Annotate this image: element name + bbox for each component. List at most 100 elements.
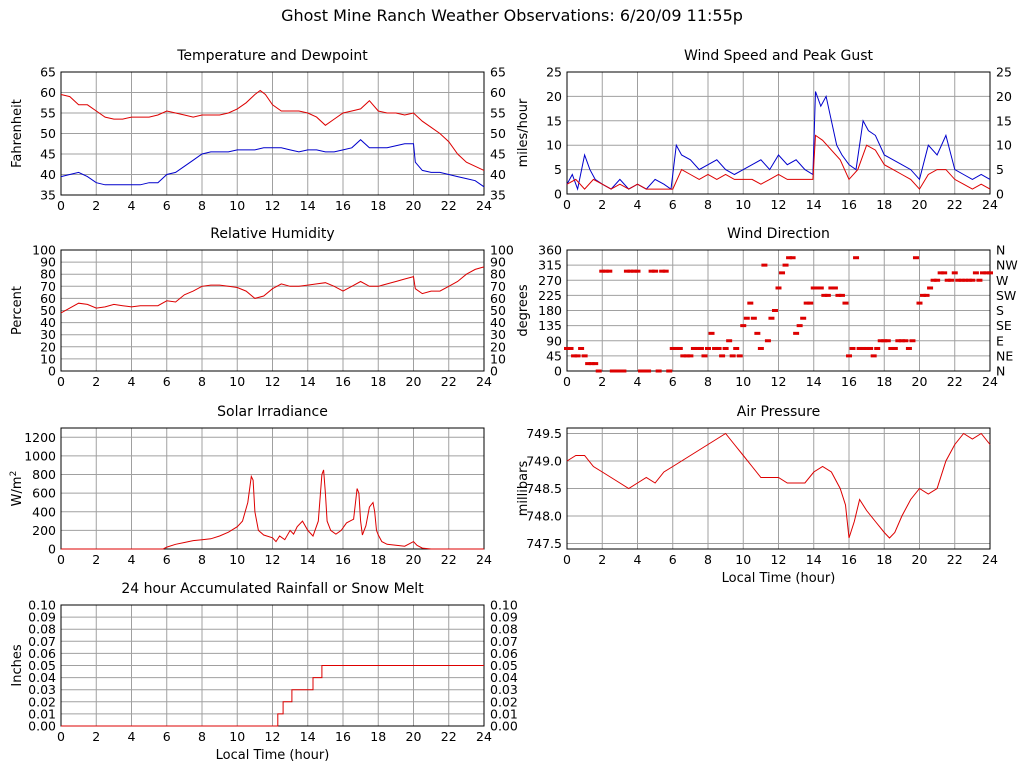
data-point bbox=[863, 346, 870, 350]
data-point bbox=[757, 346, 764, 350]
x-tick-label: 18 bbox=[370, 729, 386, 744]
y-tick-label: 20 bbox=[40, 339, 56, 354]
y-axis-label: miles/hour bbox=[516, 98, 531, 167]
data-point bbox=[567, 346, 574, 350]
x-tick-label: 2 bbox=[598, 552, 606, 567]
y-tick-label-right: E bbox=[996, 333, 1004, 348]
data-point bbox=[655, 369, 662, 373]
y-tick-label-right: NW bbox=[996, 258, 1018, 273]
x-tick-label: 24 bbox=[476, 374, 492, 389]
y-tick-label: 45 bbox=[40, 147, 56, 162]
y-tick-label-right: 65 bbox=[490, 65, 506, 80]
x-tick-label: 16 bbox=[841, 197, 857, 212]
data-point bbox=[951, 271, 958, 275]
y-tick-label-right: 90 bbox=[490, 255, 506, 270]
y-tick-label-right: 0 bbox=[996, 187, 1004, 202]
y-tick-label: 40 bbox=[40, 167, 56, 182]
data-point bbox=[891, 346, 898, 350]
data-point bbox=[909, 339, 916, 343]
x-tick-label: 22 bbox=[947, 374, 963, 389]
chart-title: 24 hour Accumulated Rainfall or Snow Mel… bbox=[121, 581, 424, 597]
data-point bbox=[948, 278, 955, 282]
x-tick-label: 0 bbox=[57, 198, 65, 213]
y-tick-label: 10 bbox=[40, 351, 56, 366]
data-point bbox=[905, 346, 912, 350]
data-point bbox=[623, 269, 630, 273]
x-tick-label: 10 bbox=[735, 374, 751, 389]
y-tick-label-right: 20 bbox=[996, 89, 1012, 104]
y-axis-label: Percent bbox=[10, 286, 25, 335]
data-point bbox=[898, 339, 905, 343]
data-point bbox=[937, 271, 944, 275]
data-point bbox=[595, 369, 602, 373]
y-tick-label-right: 15 bbox=[996, 113, 1012, 128]
y-tick-label-right: 0.00 bbox=[490, 719, 518, 734]
x-tick-label: 0 bbox=[563, 197, 571, 212]
y-tick-label: 747.5 bbox=[526, 536, 562, 551]
plot-frame bbox=[566, 427, 991, 550]
y-tick-label: 800 bbox=[32, 467, 56, 482]
data-point bbox=[920, 293, 927, 297]
y-axis-label: W/m2 bbox=[9, 471, 25, 507]
data-point bbox=[761, 263, 768, 267]
y-tick-label: 225 bbox=[538, 288, 562, 303]
x-tick-label: 12 bbox=[771, 374, 787, 389]
data-point bbox=[715, 346, 722, 350]
y-axis-label-text: Inches bbox=[10, 644, 25, 686]
y-tick-label: 0.04 bbox=[28, 670, 56, 685]
y-tick-label: 55 bbox=[40, 106, 56, 121]
y-axis-label: millibars bbox=[516, 461, 531, 517]
data-point bbox=[574, 354, 581, 358]
x-tick-label: 14 bbox=[300, 374, 316, 389]
x-tick-label: 0 bbox=[57, 729, 65, 744]
data-point bbox=[609, 369, 616, 373]
data-point bbox=[867, 346, 874, 350]
y-axis-label-text: miles/hour bbox=[516, 98, 531, 167]
x-tick-label: 4 bbox=[634, 374, 642, 389]
x-tick-label: 10 bbox=[229, 729, 245, 744]
x-tick-label: 12 bbox=[265, 374, 281, 389]
x-tick-label: 24 bbox=[982, 197, 998, 212]
y-tick-label-right: W bbox=[996, 273, 1008, 288]
x-tick-label: 4 bbox=[128, 374, 136, 389]
y-tick-label-right: 50 bbox=[490, 126, 506, 141]
y-tick-label: 748.0 bbox=[526, 509, 562, 524]
x-tick-label: 20 bbox=[406, 552, 422, 567]
y-tick-label: 60 bbox=[40, 85, 56, 100]
data-point bbox=[824, 293, 831, 297]
data-point bbox=[842, 301, 849, 305]
data-point bbox=[821, 293, 828, 297]
y-tick-label: 90 bbox=[546, 333, 562, 348]
y-tick-label: 30 bbox=[40, 327, 56, 342]
x-tick-label: 12 bbox=[265, 198, 281, 213]
x-tick-label: 8 bbox=[704, 197, 712, 212]
y-tick-label: 0 bbox=[554, 364, 562, 379]
data-point bbox=[564, 346, 570, 350]
x-tick-label: 2 bbox=[598, 374, 606, 389]
y-tick-label: 5 bbox=[554, 162, 562, 177]
y-axis-label-text: Fahrenheit bbox=[10, 99, 25, 168]
data-point bbox=[810, 286, 817, 290]
x-tick-label: 20 bbox=[912, 552, 928, 567]
data-point bbox=[719, 354, 726, 358]
plot-frame bbox=[60, 249, 485, 372]
plot-frame bbox=[566, 71, 991, 195]
y-tick-label: 0.06 bbox=[28, 646, 56, 661]
data-point bbox=[606, 269, 613, 273]
y-tick-label: 749.5 bbox=[526, 426, 562, 441]
y-tick-label: 0 bbox=[48, 364, 56, 379]
data-point bbox=[800, 316, 807, 320]
x-tick-label: 16 bbox=[841, 552, 857, 567]
data-point bbox=[768, 316, 775, 320]
data-point bbox=[927, 286, 934, 290]
data-point bbox=[972, 271, 979, 275]
y-tick-label-right: 55 bbox=[490, 106, 506, 121]
data-point bbox=[979, 271, 986, 275]
data-point bbox=[930, 278, 937, 282]
y-tick-label-right: N bbox=[996, 364, 1005, 379]
x-tick-label: 22 bbox=[441, 198, 457, 213]
x-tick-label: 16 bbox=[335, 552, 351, 567]
x-tick-label: 20 bbox=[406, 729, 422, 744]
